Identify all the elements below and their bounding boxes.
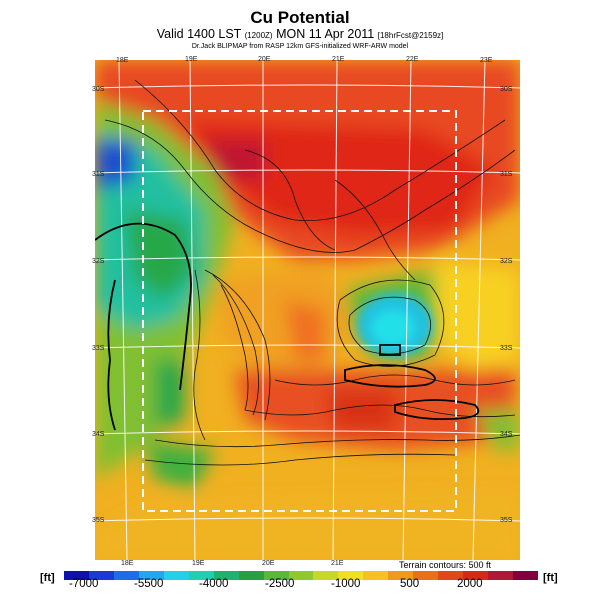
lat-label-left: 34S [92,431,105,438]
lat-label-right: 34S [500,431,513,438]
lat-label-left: 32S [92,258,105,265]
lat-label-right: 35S [500,517,513,524]
lat-label-left: 33S [92,345,105,352]
colorbar-swatch [363,571,389,580]
valid-time-main: Valid 1400 LST [156,27,242,41]
colorbar-tick: -5500 [134,578,164,590]
cu-potential-map [95,60,520,560]
colorbar-swatch [64,571,90,580]
chart-title: Cu Potential [250,8,350,27]
lat-label-right: 31S [500,171,513,178]
colorbar-swatch [413,571,439,580]
lon-label-top: 21E [332,56,345,63]
colorbar-swatch [163,571,190,580]
lat-label-left: 30S [92,86,105,93]
colorbar-unit-right: [ft] [543,572,558,584]
lon-label-bottom: 18E [121,560,134,567]
colorbar-tick: 2000 [457,578,483,590]
lon-label-bottom: 20E [262,560,275,567]
colorbar-tick: 500 [400,578,420,590]
colorbar-tick: -7000 [69,578,99,590]
colorbar-tick: -1000 [331,578,361,590]
colorbar-tick: -2500 [265,578,295,590]
valid-time: Valid 1400 LST (1200Z) MON 11 Apr 2011 [… [0,27,600,41]
lon-label-top: 20E [258,56,271,63]
colorbar-unit-left: [ft] [40,572,55,584]
lon-label-top: 22E [406,56,419,63]
lat-label-right: 30S [500,86,513,93]
inner-domain-boundary [142,110,457,512]
colorbar-swatch [138,571,165,580]
colorbar-swatch [313,571,339,580]
colorbar-swatch [388,571,414,580]
terrain-contours [104,79,520,466]
grid-lines [95,60,520,560]
colorbar-swatch [513,571,539,580]
field-cyan-core [357,293,433,357]
colorbar-swatch [263,571,290,580]
lon-label-top: 23E [480,57,493,64]
lon-label-bottom: 21E [331,560,344,567]
colorbar-swatch [463,571,489,580]
colorbar-swatch [88,571,115,580]
colorbar-swatch [213,571,240,580]
colorbar-swatch [338,571,364,580]
colorbar-swatch [113,571,140,580]
lat-label-left: 31S [92,171,105,178]
model-credit: Dr.Jack BLIPMAP from RASP 12km GFS-initi… [191,43,409,50]
valid-time-utc: (1200Z) [244,31,273,40]
map-canvas [95,60,520,560]
lon-label-top: 19E [185,56,198,63]
terrain-contours-bold [95,222,480,431]
colorbar-swatch [288,571,314,580]
lat-label-left: 35S [92,517,105,524]
terrain-contour-note: Terrain contours: 500 ft [399,560,492,570]
valid-date: MON 11 Apr 2011 [276,27,375,41]
colorbar-swatch [438,571,464,580]
lat-label-right: 33S [500,345,513,352]
forecast-info: [18hrFcst@2159z] [377,31,444,40]
colorbar-swatch [488,571,514,580]
lon-label-top: 18E [116,57,129,64]
lat-label-right: 32S [500,258,513,265]
colorbar-tick: -4000 [199,578,229,590]
lon-label-bottom: 19E [192,560,205,567]
colorbar-swatch [188,571,215,580]
colorbar-swatch [238,571,265,580]
